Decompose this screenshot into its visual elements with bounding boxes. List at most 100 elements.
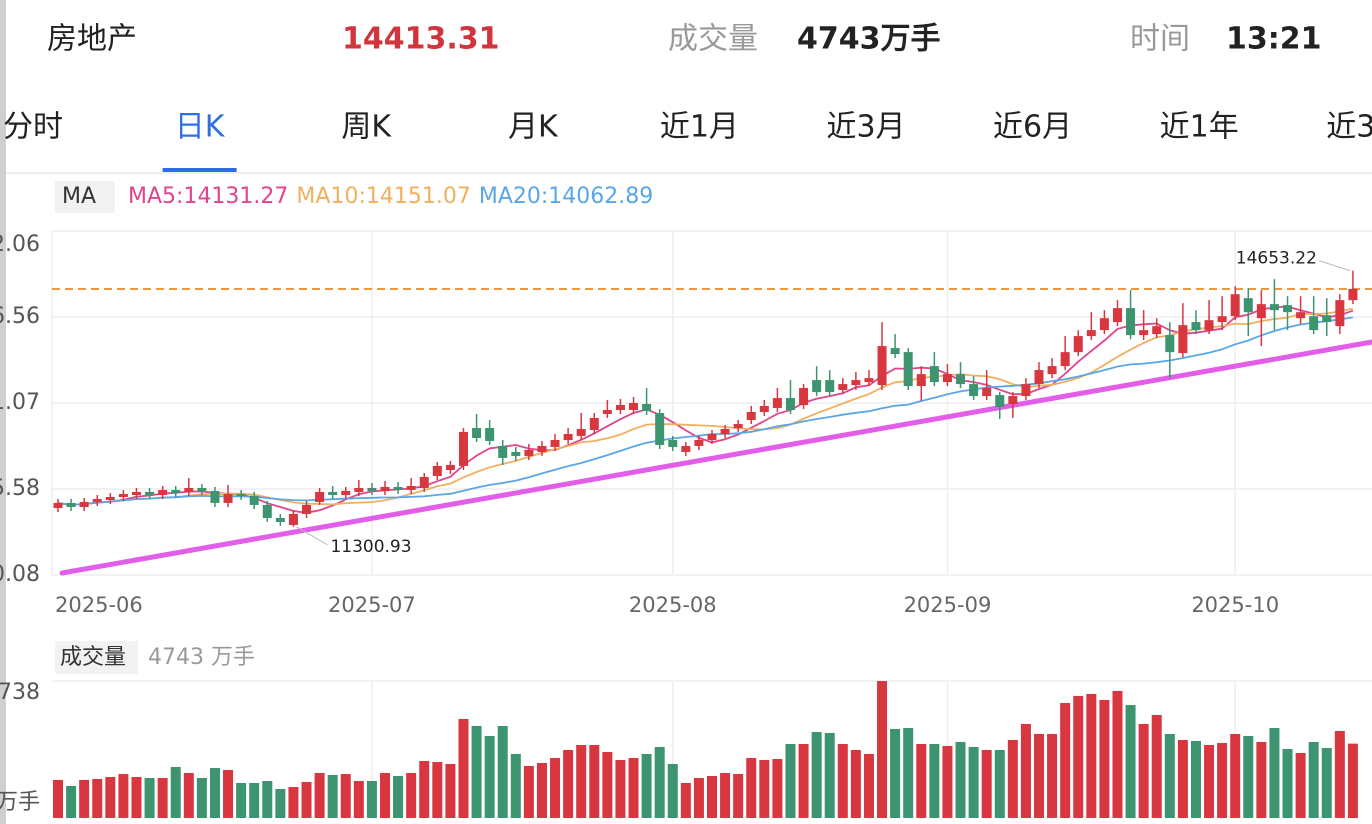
- volume-bar: [759, 759, 770, 818]
- volume-unit: 万手: [0, 790, 40, 815]
- volume-bar: [837, 743, 848, 818]
- volume: 4743万手: [797, 22, 941, 57]
- candle-body: [262, 504, 272, 519]
- volume-bar: [1112, 690, 1123, 818]
- volume-bar: [720, 772, 731, 818]
- candle-body: [550, 439, 560, 447]
- volume-bar: [249, 782, 260, 818]
- volume-bar: [53, 779, 63, 818]
- volume-bar: [432, 761, 443, 818]
- volume-bar: [916, 743, 927, 818]
- volume-bar: [994, 749, 1005, 818]
- candle-body: [79, 501, 89, 508]
- candle-body: [1139, 330, 1149, 336]
- candle-body: [236, 494, 246, 496]
- volume-bar: [1204, 744, 1215, 818]
- volume-bar: [1073, 695, 1084, 818]
- volume-bar: [1060, 702, 1071, 818]
- candle-body: [145, 491, 155, 496]
- candle-body: [838, 384, 848, 391]
- candle-body: [602, 410, 612, 415]
- volume-bar: [628, 757, 639, 818]
- tab[interactable]: 近1月: [660, 110, 739, 145]
- candle-body: [1008, 396, 1018, 404]
- candle-body: [1073, 336, 1083, 353]
- volume-bar: [327, 774, 338, 818]
- tab[interactable]: 月K: [508, 110, 559, 145]
- tab[interactable]: 近3年: [1326, 110, 1372, 145]
- candle-body: [1165, 335, 1175, 353]
- volume-bar: [497, 725, 508, 818]
- time: 13:21: [1226, 22, 1322, 57]
- volume-bar: [968, 746, 979, 818]
- tab[interactable]: 周K: [341, 110, 392, 145]
- volume-bar: [602, 751, 613, 818]
- volume-bar: [641, 753, 652, 818]
- volume-bar: [1007, 739, 1018, 818]
- tab[interactable]: 近3月: [826, 110, 905, 145]
- candle-body: [733, 424, 743, 428]
- candle-body: [681, 445, 691, 452]
- tab[interactable]: 日K: [175, 110, 226, 145]
- candle-body: [118, 494, 128, 497]
- candle-body: [498, 445, 508, 458]
- x-tick-label: 2025-09: [904, 593, 992, 617]
- candle-body: [864, 378, 874, 383]
- y-tick-label: 14046.56: [0, 304, 40, 329]
- candle-body: [655, 413, 665, 445]
- tab[interactable]: 近6月: [993, 110, 1072, 145]
- candle-body: [812, 380, 822, 393]
- candle-body: [1296, 312, 1306, 319]
- candle-body: [707, 433, 717, 440]
- volume-bar: [563, 749, 574, 818]
- volume-bar: [366, 780, 377, 818]
- volume-bar: [484, 735, 495, 818]
- candle-body: [877, 346, 887, 386]
- ma-legend: MA10:14151.07: [296, 184, 470, 209]
- candle-body: [772, 398, 782, 408]
- candle-body: [1243, 298, 1253, 313]
- candle-body: [851, 380, 861, 386]
- volume-bar: [144, 777, 155, 818]
- candle-body: [511, 451, 521, 456]
- candle-body: [458, 431, 468, 466]
- volume-bar: [693, 777, 704, 818]
- candle-body: [1112, 308, 1122, 323]
- volume-bar: [445, 763, 456, 818]
- candle-body: [1086, 330, 1096, 337]
- volume-bar: [1243, 735, 1254, 818]
- volume-bar: [785, 743, 796, 818]
- candle-body: [1269, 304, 1279, 311]
- tab[interactable]: 近1年: [1160, 110, 1239, 145]
- tab[interactable]: 分时: [3, 110, 63, 145]
- candle-body: [615, 404, 625, 411]
- volume-bar: [314, 772, 325, 818]
- volume-bar: [850, 749, 861, 818]
- volume-bar: [1177, 739, 1188, 818]
- volume-bar: [550, 757, 561, 818]
- volume-bar: [1295, 752, 1306, 818]
- candle-body: [184, 487, 194, 492]
- volume-bar: [471, 725, 482, 818]
- volume-bar: [576, 744, 587, 818]
- candle-body: [969, 384, 979, 397]
- candle-body: [171, 489, 181, 493]
- low-leader: [296, 526, 328, 546]
- trend-line: [59, 339, 1372, 576]
- x-tick-label: 2025-08: [629, 593, 717, 617]
- y-tick-label: 15172.06: [0, 232, 40, 257]
- candle-body: [1309, 316, 1319, 331]
- candle-body: [131, 491, 141, 496]
- volume-bar: [380, 772, 390, 818]
- edge: [0, 0, 6, 824]
- candle-body: [354, 487, 364, 492]
- ma-title: MA: [62, 184, 96, 209]
- volume-bar: [1282, 748, 1293, 818]
- ma-line: [57, 316, 1354, 506]
- candle-body: [746, 412, 756, 420]
- candle-body: [105, 496, 115, 500]
- candle-body: [249, 495, 259, 505]
- candle-body: [759, 405, 769, 413]
- volume-bar: [981, 749, 992, 818]
- candle-body: [53, 502, 63, 508]
